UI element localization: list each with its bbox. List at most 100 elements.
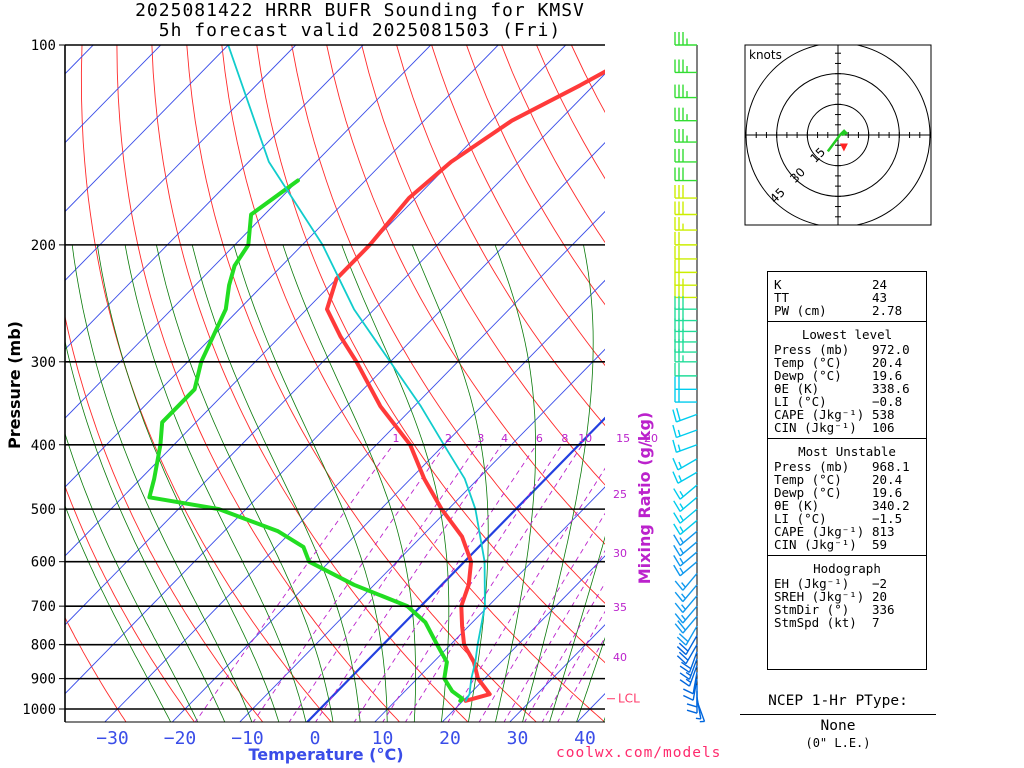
pressure-tick-label: 300 — [31, 355, 56, 371]
dry-adiabat — [361, 45, 605, 486]
stat-label: θE (K) — [774, 498, 820, 513]
stat-row: θE (K) 340.2 — [768, 499, 926, 512]
mixing-ratio-label: 25 — [613, 488, 627, 501]
stat-row: Dewp (°C) 19.6 — [768, 369, 926, 382]
wind-barb — [674, 84, 697, 99]
moist-adiabat — [522, 244, 594, 722]
moist-adiabat — [96, 244, 280, 722]
stat-label: Dewp (°C) — [774, 485, 842, 500]
moist-adiabat — [65, 339, 226, 722]
stat-value: −2 — [872, 576, 888, 591]
wind-barb — [676, 644, 698, 665]
wind-barb — [674, 272, 697, 286]
temperature-tick-label: −10 — [231, 728, 264, 749]
dry-adiabat — [151, 45, 469, 722]
wind-barb — [672, 424, 698, 439]
pressure-tick-label: 800 — [31, 638, 56, 654]
temperature-tick-label: −30 — [96, 728, 129, 749]
mixing-ratio-line — [404, 444, 583, 722]
dry-adiabat — [921, 45, 1024, 723]
stat-label: StmSpd (kt) — [774, 615, 857, 630]
pressure-tick-label: 700 — [31, 599, 56, 615]
wind-barb — [679, 651, 698, 674]
stat-label: Temp (°C) — [774, 355, 842, 370]
wind-barb — [673, 519, 698, 536]
stat-row: CIN (Jkg⁻¹) 59 — [768, 538, 926, 551]
mixing-ratio-label: 35 — [613, 601, 627, 614]
dry-adiabat — [396, 45, 605, 427]
temperature-tick-label: 20 — [439, 728, 461, 749]
stat-value: 2.78 — [872, 303, 903, 318]
hodograph — [745, 45, 931, 225]
mixing-ratio-label: 2 — [445, 432, 452, 445]
stats-section-title: Hodograph — [813, 561, 881, 576]
mixing-ratio-line — [541, 610, 605, 722]
mixing-ratio-label: 8 — [561, 432, 568, 445]
isotherm — [171, 279, 605, 722]
moist-adiabat — [549, 535, 605, 722]
stat-label: TT — [774, 290, 790, 305]
stat-value: 813 — [872, 524, 895, 539]
stat-value: 20.4 — [872, 355, 903, 370]
wind-barb — [674, 615, 698, 634]
dry-adiabat — [956, 45, 1024, 723]
wind-barb — [674, 32, 697, 46]
hodograph-units: knots — [749, 48, 782, 62]
stat-row: SREH (Jkg⁻¹) 20 — [768, 590, 926, 603]
isotherm — [65, 45, 432, 419]
stat-value: 19.6 — [872, 485, 903, 500]
wind-barb — [674, 231, 697, 246]
stat-label: Dewp (°C) — [774, 368, 842, 383]
wind-barb — [674, 129, 697, 143]
wind-barb — [673, 496, 698, 513]
mixing-ratio-line — [194, 444, 394, 722]
stat-row: LI (°C) −0.8 — [768, 395, 926, 408]
y-axis-title: Pressure (mb) — [5, 321, 24, 449]
wind-barb — [683, 672, 698, 695]
ptype-note: (0" L.E.) — [805, 736, 871, 750]
isotherm — [65, 45, 297, 282]
stat-row: StmDir (°) 336 — [768, 603, 926, 616]
isotherm — [65, 45, 229, 213]
temperature-tick-label: 0 — [310, 728, 321, 749]
wind-barb — [679, 665, 698, 687]
moist-adiabat — [494, 244, 536, 722]
isotherm — [65, 45, 364, 350]
moist-adiabat — [282, 244, 416, 722]
stat-row: Dewp (°C) 19.6 — [768, 486, 926, 499]
isotherm — [104, 210, 605, 722]
wind-barb — [673, 541, 698, 557]
pressure-tick-label: 600 — [31, 555, 56, 571]
stat-label: CIN (Jkg⁻¹) — [774, 537, 857, 552]
moist-adiabat — [65, 432, 199, 722]
stat-label: PW (cm) — [774, 303, 827, 318]
mixing-ratio-label: 6 — [536, 432, 543, 445]
stats-section-title: Most Unstable — [798, 444, 896, 459]
stat-label: Press (mb) — [774, 459, 850, 474]
temperature-tick-label: 40 — [574, 728, 596, 749]
stat-label: StmDir (°) — [774, 602, 850, 617]
storm-motion-marker — [839, 143, 848, 152]
stat-row: LI (°C) −1.5 — [768, 512, 926, 525]
moist-adiabat — [156, 244, 334, 722]
stat-label: SREH (Jkg⁻¹) — [774, 589, 865, 604]
moist-adiabat — [233, 244, 388, 722]
mixing-ratio-line — [447, 467, 605, 722]
wind-barb — [672, 407, 698, 423]
stat-row: StmSpd (kt) 7 — [768, 616, 926, 629]
source-url: coolwx.com/models — [556, 745, 722, 761]
wind-barb — [674, 201, 697, 216]
wind-barb — [674, 389, 697, 403]
stat-value: 538 — [872, 407, 895, 422]
wind-barb — [673, 484, 698, 500]
stat-label: LI (°C) — [774, 511, 827, 526]
mixing-ratio-line — [503, 550, 605, 722]
stat-value: 59 — [872, 537, 888, 552]
stat-row: CAPE (Jkg⁻¹) 538 — [768, 408, 926, 421]
mixing-ratio-line — [478, 512, 605, 722]
stat-row: Temp (°C) 20.4 — [768, 473, 926, 486]
dry-adiabat — [326, 45, 605, 545]
wind-barb — [673, 508, 698, 524]
dry-adiabat — [65, 314, 264, 722]
mixing-ratio-line — [353, 444, 537, 722]
